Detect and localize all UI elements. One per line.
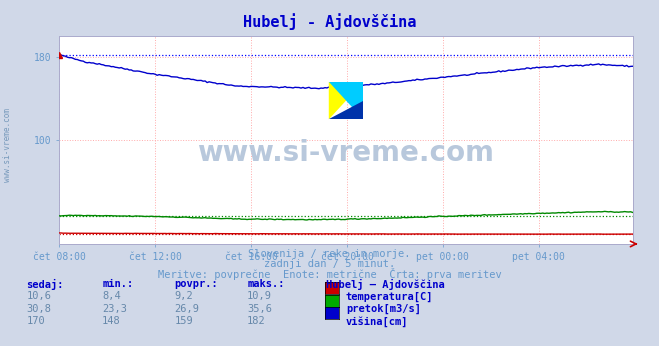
Text: zadnji dan / 5 minut.: zadnji dan / 5 minut. — [264, 259, 395, 269]
Text: 170: 170 — [26, 316, 45, 326]
Text: 23,3: 23,3 — [102, 304, 127, 314]
Polygon shape — [329, 101, 363, 119]
Text: www.si-vreme.com: www.si-vreme.com — [198, 139, 494, 166]
Text: Hubelj – Ajdovščina: Hubelj – Ajdovščina — [326, 279, 445, 290]
Text: Hubelj - Ajdovščina: Hubelj - Ajdovščina — [243, 13, 416, 30]
Text: 10,6: 10,6 — [26, 291, 51, 301]
Text: www.si-vreme.com: www.si-vreme.com — [3, 108, 13, 182]
Text: višina[cm]: višina[cm] — [346, 316, 409, 327]
Text: 148: 148 — [102, 316, 121, 326]
Text: pretok[m3/s]: pretok[m3/s] — [346, 304, 421, 314]
Polygon shape — [329, 82, 363, 119]
Text: Meritve: povprečne  Enote: metrične  Črta: prva meritev: Meritve: povprečne Enote: metrične Črta:… — [158, 268, 501, 281]
Text: temperatura[C]: temperatura[C] — [346, 291, 434, 302]
Text: 30,8: 30,8 — [26, 304, 51, 314]
Text: maks.:: maks.: — [247, 279, 285, 289]
Text: 35,6: 35,6 — [247, 304, 272, 314]
Text: 9,2: 9,2 — [175, 291, 193, 301]
Text: povpr.:: povpr.: — [175, 279, 218, 289]
Text: min.:: min.: — [102, 279, 133, 289]
Text: 159: 159 — [175, 316, 193, 326]
Polygon shape — [329, 82, 363, 119]
Text: 10,9: 10,9 — [247, 291, 272, 301]
Text: Slovenija / reke in morje.: Slovenija / reke in morje. — [248, 249, 411, 259]
Text: 182: 182 — [247, 316, 266, 326]
Text: 8,4: 8,4 — [102, 291, 121, 301]
Text: 26,9: 26,9 — [175, 304, 200, 314]
Text: sedaj:: sedaj: — [26, 279, 64, 290]
